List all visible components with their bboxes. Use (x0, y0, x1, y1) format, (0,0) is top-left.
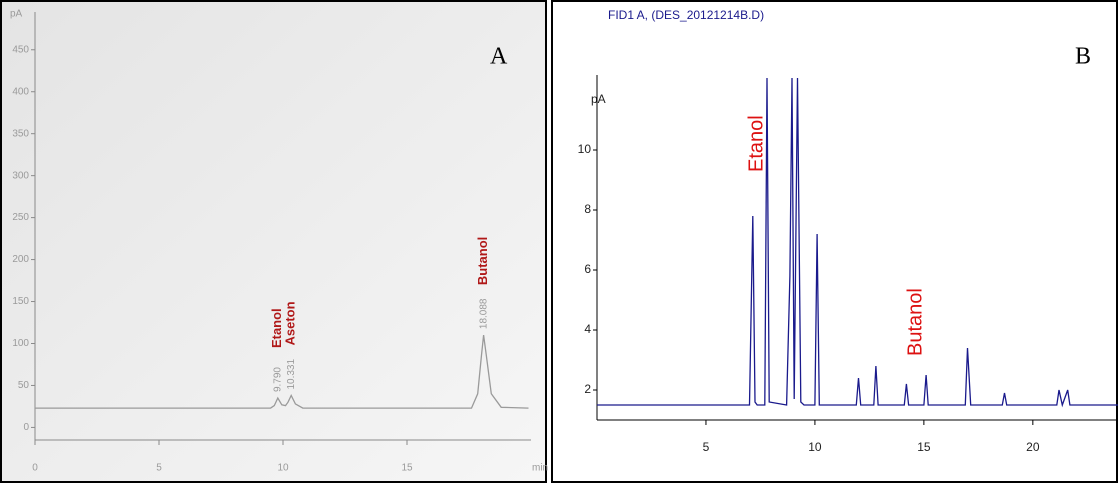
panel-label: A (490, 44, 508, 70)
y-tick-label: 150 (12, 296, 29, 307)
y-tick-label: 10 (578, 142, 592, 156)
y-tick-label: 0 (23, 422, 29, 433)
y-tick-label: 450 (12, 44, 29, 55)
y-tick-label: 400 (12, 86, 29, 97)
y-tick-label: 4 (584, 322, 591, 336)
x-tick-label: 5 (703, 440, 710, 454)
chart-title: FID1 A, (DES_20121214B.D) (608, 8, 764, 22)
retention-time: 9.790 (272, 367, 283, 392)
x-tick-label: 10 (808, 440, 822, 454)
y-tick-label: 8 (584, 202, 591, 216)
y-tick-label: 300 (12, 170, 29, 181)
y-axis-label: pA (10, 9, 23, 20)
y-axis-label: pA (591, 92, 606, 106)
y-tick-label: 6 (584, 262, 591, 276)
y-tick-label: 350 (12, 128, 29, 139)
peak-name: Aseton (283, 301, 298, 345)
y-tick-label: 200 (12, 254, 29, 265)
x-tick-label: 0 (32, 463, 38, 474)
figure: ApA min 0 50 100 150 200 250 300 350 400 450 0 5 10 15 9… (0, 0, 1118, 483)
peak-name: Butanol (904, 288, 926, 356)
y-tick-label: 250 (12, 212, 29, 223)
panel-b (552, 1, 1117, 482)
y-tick-label: 50 (18, 380, 30, 391)
x-axis-label: min (532, 463, 548, 474)
retention-time: 10.331 (286, 358, 297, 389)
panel-a (1, 1, 546, 482)
x-tick-label: 15 (401, 463, 413, 474)
retention-time: 18.088 (478, 298, 489, 329)
x-tick-label: 15 (917, 440, 931, 454)
y-tick-label: 100 (12, 338, 29, 349)
peak-name: Butanol (475, 237, 490, 285)
panel-label: B (1075, 44, 1091, 70)
peak-name: Etanol (745, 115, 767, 172)
x-tick-label: 20 (1026, 440, 1040, 454)
x-tick-label: 5 (156, 463, 162, 474)
y-tick-label: 2 (584, 382, 591, 396)
x-tick-label: 10 (277, 463, 289, 474)
